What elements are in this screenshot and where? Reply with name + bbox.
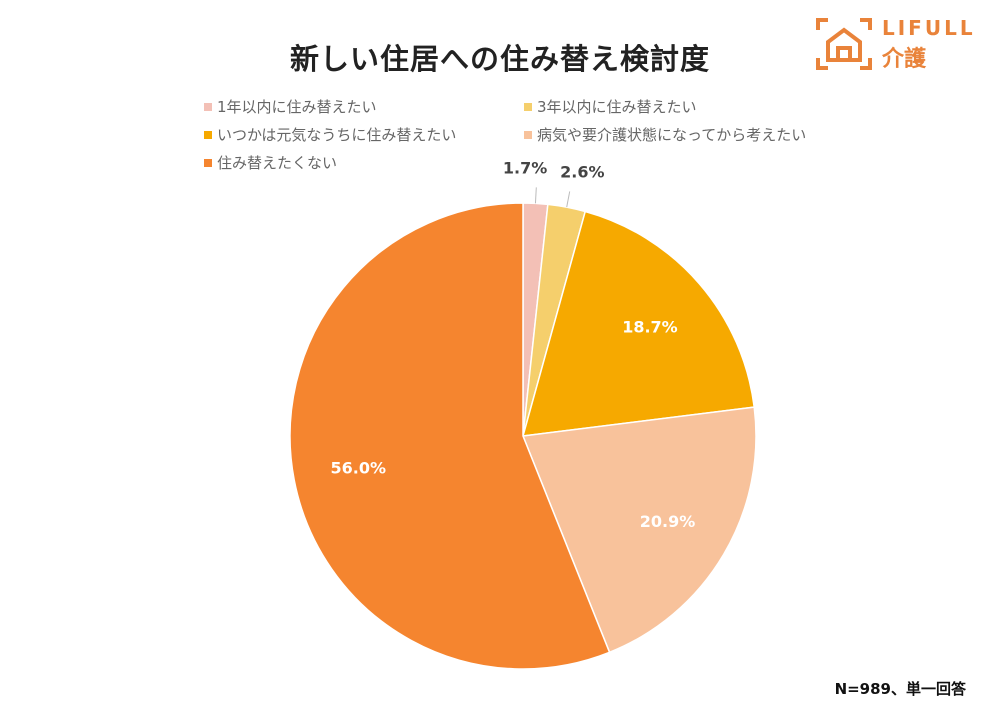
data-label: 1.7% <box>503 158 547 177</box>
legend-swatch <box>204 102 212 111</box>
legend-label: 病気や要介護状態になってから考えたい <box>537 126 807 144</box>
chart-title: 新しい住居への住み替え検討度 <box>289 42 710 76</box>
leader-line <box>566 191 571 208</box>
data-label: 56.0% <box>331 459 387 478</box>
legend-swatch <box>204 158 212 167</box>
logo-brand: LIFULL <box>882 16 976 40</box>
legend-item: いつかは元気なうちに住み替えたい <box>204 124 456 145</box>
data-label: 18.7% <box>622 317 678 336</box>
pie-slice <box>289 202 611 670</box>
legend-label: 住み替えたくない <box>217 154 338 172</box>
legend-label: いつかは元気なうちに住み替えたい <box>217 126 457 144</box>
legend-swatch <box>524 130 532 139</box>
pie-slice <box>521 406 757 654</box>
legend-swatch <box>204 130 212 139</box>
legend-item: 3年以内に住み替えたい <box>524 96 697 117</box>
legend-swatch <box>524 102 532 111</box>
legend-item: 1年以内に住み替えたい <box>204 96 377 117</box>
data-label: 2.6% <box>560 163 604 182</box>
leader-line <box>534 187 537 204</box>
house-icon <box>816 18 872 70</box>
pie-slice <box>521 210 756 437</box>
logo-sub: 介護 <box>882 47 927 72</box>
legend-item: 病気や要介護状態になってから考えたい <box>524 124 806 145</box>
lifull-logo: LIFULL 介護 <box>814 16 984 72</box>
legend-label: 1年以内に住み替えたい <box>217 98 377 116</box>
legend-item: 住み替えたくない <box>204 152 337 173</box>
legend-label: 3年以内に住み替えたい <box>537 98 697 116</box>
sample-note: N=989、単一回答 <box>834 680 966 698</box>
data-label: 20.9% <box>640 512 696 531</box>
